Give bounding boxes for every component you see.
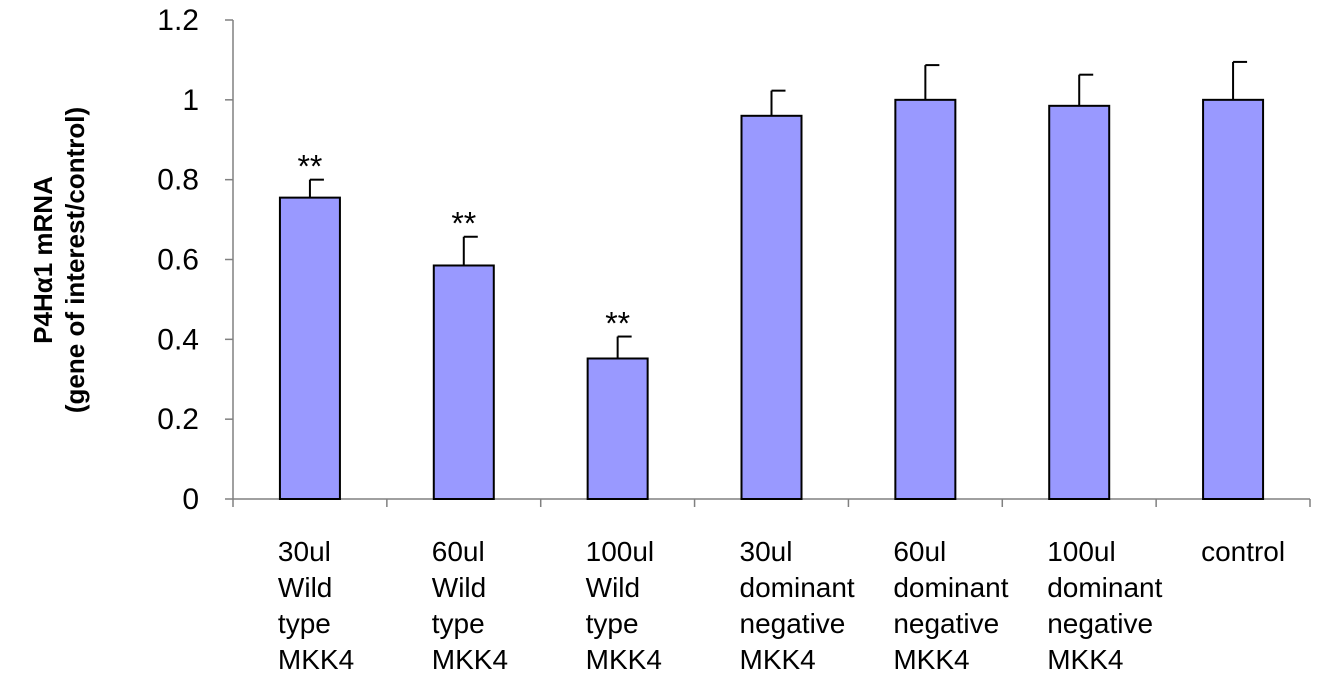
x-category-label: MKK4 (278, 644, 354, 675)
bar (1202, 98, 1265, 500)
y-axis-title-line-1: P4Hα1 mRNA (28, 176, 58, 344)
x-category-label: negative (740, 608, 846, 639)
x-category-label: 30ul (740, 536, 793, 567)
y-tick-label: 0.4 (157, 323, 199, 356)
x-category-label: MKK4 (1047, 644, 1123, 675)
x-category-label: negative (1047, 608, 1153, 639)
bar (894, 98, 957, 500)
x-category-label: dominant (740, 572, 855, 603)
x-category-label: MKK4 (893, 644, 969, 675)
y-tick-label: 0 (182, 483, 199, 516)
x-category-label: MKK4 (586, 644, 662, 675)
x-category-label: type (432, 608, 485, 639)
significance-marker: ** (451, 206, 476, 242)
x-category-label: dominant (893, 572, 1008, 603)
x-category-label: 100ul (1047, 536, 1116, 567)
y-axis-title: P4Hα1 mRNA (gene of interest/control) (28, 107, 90, 413)
x-category-label: negative (893, 608, 999, 639)
plot-area: 0 0.2 0.4 0.6 0.8 1 1.2 ** 30ul Wild type MKK4 ** 60u… (157, 4, 1311, 675)
bar (432, 264, 495, 500)
x-category-label: 60ul (893, 536, 946, 567)
x-category-label: 60ul (432, 536, 485, 567)
x-category-label: Wild (586, 572, 640, 603)
x-category-label: Wild (278, 572, 332, 603)
bar (740, 114, 803, 501)
y-tick-label: 1.2 (157, 4, 199, 37)
bar (586, 357, 649, 501)
x-category-label: type (586, 608, 639, 639)
bar (278, 196, 341, 500)
x-category-label: dominant (1047, 572, 1162, 603)
x-category-label: 100ul (586, 536, 655, 567)
x-category-label: MKK4 (740, 644, 816, 675)
significance-marker: ** (297, 149, 322, 185)
x-category-label: Wild (432, 572, 486, 603)
y-axis-title-line-2: (gene of interest/control) (60, 107, 90, 413)
y-tick-label: 0.2 (157, 403, 199, 436)
y-tick-label: 1 (182, 84, 199, 117)
x-category-label: type (278, 608, 331, 639)
y-tick-label: 0.6 (157, 244, 199, 277)
x-category-label: MKK4 (432, 644, 508, 675)
bar (1048, 104, 1111, 500)
significance-marker: ** (605, 306, 630, 342)
x-category-label: control (1201, 536, 1285, 567)
y-tick-label: 0.8 (157, 164, 199, 197)
x-category-label: 30ul (278, 536, 331, 567)
